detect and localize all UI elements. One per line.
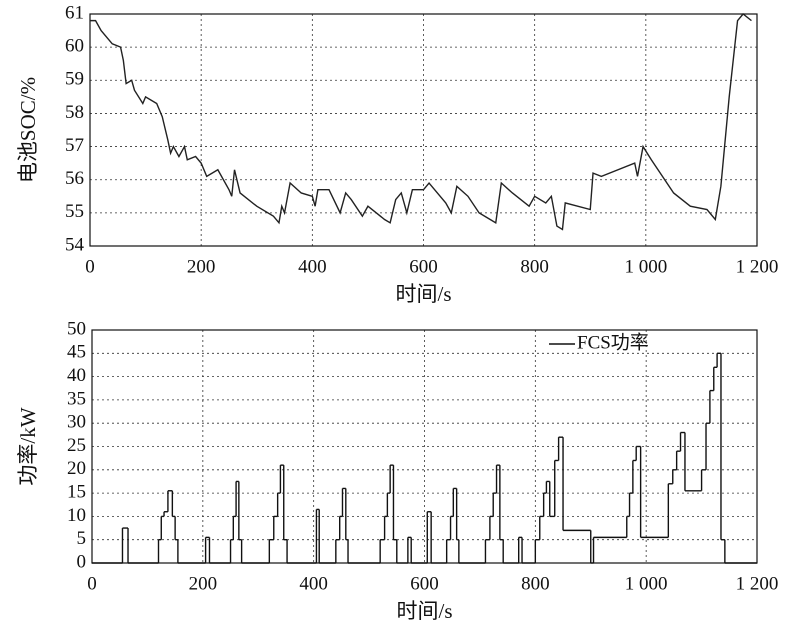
- y-tick-label: 50: [67, 318, 86, 339]
- y-tick-label: 60: [65, 36, 84, 57]
- x-tick-label: 800: [520, 256, 549, 277]
- y-tick-label: 54: [65, 234, 85, 255]
- y-tick-label: 30: [67, 412, 86, 433]
- x-tick-label: 0: [85, 256, 95, 277]
- y-tick-label: 57: [65, 135, 84, 156]
- y-tick-label: 20: [67, 458, 86, 479]
- x-tick-label: 1 000: [625, 573, 668, 594]
- legend-label: FCS功率: [577, 331, 649, 353]
- x-tick-label: 600: [410, 573, 439, 594]
- soc-line: [90, 13, 752, 231]
- x-tick-label: 400: [298, 256, 327, 277]
- x-tick-label: 200: [189, 573, 218, 594]
- x-tick-label: 0: [87, 573, 97, 594]
- y-tick-label: 0: [77, 551, 87, 572]
- y-tick-label: 10: [67, 505, 86, 526]
- y-tick-label: 25: [67, 435, 86, 456]
- y-tick-label: 35: [67, 388, 86, 409]
- x-tick-label: 600: [409, 256, 438, 277]
- y-tick-label: 58: [65, 102, 84, 123]
- x-tick-label: 200: [187, 256, 216, 277]
- x-tick-label: 400: [299, 573, 328, 594]
- y-tick-label: 56: [65, 168, 84, 189]
- x-axis-label: 时间/s: [396, 599, 452, 623]
- y-tick-label: 40: [67, 365, 86, 386]
- y-tick-label: 45: [67, 342, 86, 363]
- y-axis-label: 电池SOC/%: [16, 77, 40, 183]
- y-tick-label: 61: [65, 2, 84, 23]
- x-tick-label: 1 200: [736, 573, 779, 594]
- y-tick-label: 15: [67, 481, 86, 502]
- y-tick-label: 55: [65, 201, 84, 222]
- y-tick-label: 59: [65, 69, 84, 90]
- x-axis-label: 时间/s: [395, 282, 451, 306]
- x-tick-label: 1 000: [624, 256, 667, 277]
- x-tick-label: 800: [521, 573, 550, 594]
- plot-frame: [89, 13, 758, 247]
- x-tick-label: 1 200: [736, 256, 779, 277]
- y-tick-label: 5: [77, 528, 87, 549]
- y-axis-label: 功率/kW: [16, 407, 40, 485]
